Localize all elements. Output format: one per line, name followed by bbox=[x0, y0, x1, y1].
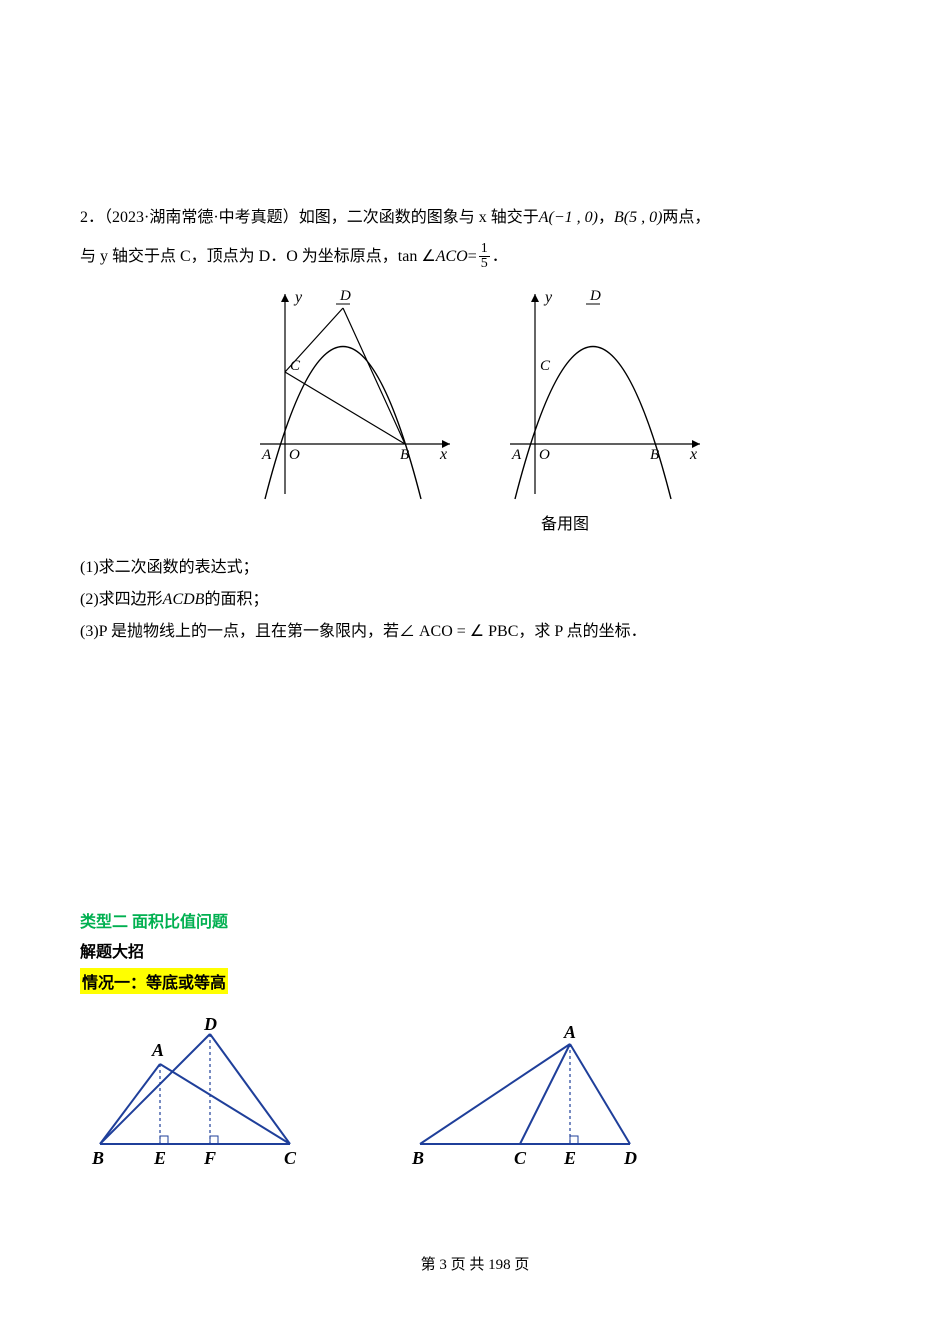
eq: = bbox=[468, 239, 477, 274]
label-a: A bbox=[261, 447, 272, 463]
footer-page: 3 bbox=[439, 1257, 447, 1273]
tl-B: B bbox=[91, 1148, 104, 1168]
period: ． bbox=[492, 239, 508, 274]
tl-E: E bbox=[153, 1148, 166, 1168]
label-d-2: D bbox=[589, 288, 601, 304]
tr-E: E bbox=[563, 1148, 576, 1168]
label-d: D bbox=[339, 288, 351, 304]
q2a: (2)求四边形 bbox=[80, 591, 163, 608]
backup-caption: 备用图 bbox=[260, 510, 870, 534]
point-a-coords: (−1 , 0) bbox=[548, 209, 597, 226]
point-b-coords: (5 , 0) bbox=[624, 209, 663, 226]
axis-x-label-2: x bbox=[689, 446, 697, 463]
q2c: 的面积； bbox=[204, 591, 268, 608]
label-b: B bbox=[400, 447, 409, 463]
triangle-right: A B C E D bbox=[400, 1014, 650, 1174]
q3a: (3)P 是抛物线上的一点，且在第一象限内，若 bbox=[80, 623, 399, 640]
tl-D: D bbox=[203, 1014, 217, 1034]
q3c: ，求 P 点的坐标． bbox=[518, 623, 646, 640]
parabola-figure-left: y x A O B C D bbox=[240, 284, 460, 504]
tl-C: C bbox=[284, 1148, 297, 1168]
tan-expr: tan ∠ bbox=[398, 239, 436, 274]
label-o: O bbox=[289, 447, 300, 463]
tl-A: A bbox=[151, 1040, 164, 1060]
question-3: (3)P 是抛物线上的一点，且在第一象限内，若∠ ACO = ∠ PBC，求 P… bbox=[80, 616, 870, 648]
q3b: ∠ ACO = ∠ PBC bbox=[399, 623, 518, 640]
question-1: (1)求二次函数的表达式； bbox=[80, 552, 870, 584]
line2a: 与 y 轴交于点 C，顶点为 D．O 为坐标原点， bbox=[80, 239, 398, 274]
problem-statement-line1: 2．（2023·湖南常德·中考真题）如图，二次函数的图象与 x 轴交于A(−1 … bbox=[80, 200, 870, 235]
tr-B: B bbox=[411, 1148, 424, 1168]
fraction: 1 5 bbox=[479, 242, 490, 271]
section-subtitle: 解题大招 bbox=[80, 938, 870, 962]
label-o-2: O bbox=[539, 447, 550, 463]
problem-intro1: 如图，二次函数的图象与 x 轴交于 bbox=[299, 209, 539, 226]
tr-C: C bbox=[514, 1148, 527, 1168]
sep1: ， bbox=[598, 209, 614, 226]
q2b: ACDB bbox=[163, 591, 205, 608]
parabola-figure-right: y x A O B C D bbox=[490, 284, 710, 504]
axis-x-label: x bbox=[439, 446, 447, 463]
figure-row: y x A O B C D y x A O B C D bbox=[80, 284, 870, 504]
problem-statement-line2: 与 y 轴交于点 C，顶点为 D．O 为坐标原点， tan ∠ ACO= 1 5… bbox=[80, 239, 870, 274]
footer-suffix: 页 bbox=[514, 1257, 529, 1273]
case1-highlight: 情况一：等底或等高 bbox=[80, 968, 228, 994]
footer-mid: 页 共 bbox=[451, 1257, 485, 1273]
problem-source: （2023·湖南常德·中考真题） bbox=[104, 209, 299, 226]
point-b-label: B bbox=[614, 209, 624, 226]
tan-angle: ACO bbox=[436, 239, 468, 274]
question-2: (2)求四边形ACDB的面积； bbox=[80, 584, 870, 616]
frac-den: 5 bbox=[479, 257, 490, 271]
axis-y-label: y bbox=[293, 289, 303, 306]
label-b-2: B bbox=[650, 447, 659, 463]
axis-y-label-2: y bbox=[543, 289, 553, 306]
label-c: C bbox=[290, 358, 301, 374]
frac-num: 1 bbox=[479, 242, 490, 257]
footer-prefix: 第 bbox=[421, 1257, 436, 1273]
triangle-row: A D B E F C A B C E D bbox=[80, 1014, 870, 1174]
tl-F: F bbox=[203, 1148, 216, 1168]
problem-number: 2． bbox=[80, 209, 104, 226]
page-footer: 第 3 页 共 198 页 bbox=[0, 1253, 950, 1274]
tr-D: D bbox=[623, 1148, 637, 1168]
label-c-2: C bbox=[540, 358, 551, 374]
intro-tail: 两点， bbox=[662, 209, 710, 226]
triangle-left: A D B E F C bbox=[80, 1014, 310, 1174]
label-a-2: A bbox=[511, 447, 522, 463]
footer-total: 198 bbox=[488, 1257, 511, 1273]
section-title: 类型二 面积比值问题 bbox=[80, 908, 870, 932]
tr-A: A bbox=[563, 1022, 576, 1042]
